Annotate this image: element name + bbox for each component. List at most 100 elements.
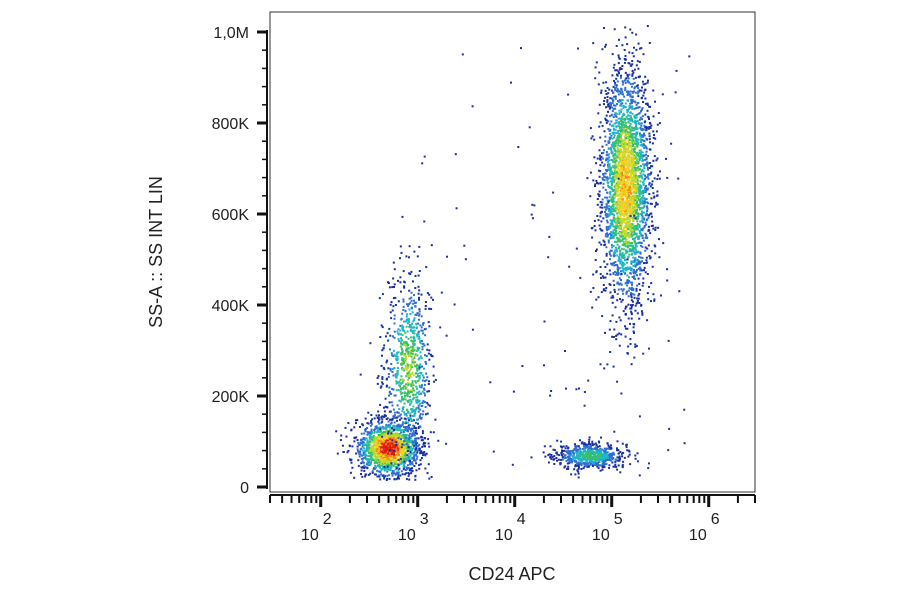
data-point <box>577 47 579 50</box>
data-point <box>422 443 425 446</box>
data-point <box>432 374 435 377</box>
data-point <box>418 414 421 417</box>
data-point <box>632 185 635 188</box>
data-point <box>414 301 416 304</box>
data-point <box>423 388 426 391</box>
data-point <box>366 462 369 465</box>
data-point <box>383 434 386 437</box>
data-point <box>623 203 626 206</box>
data-point <box>397 452 400 455</box>
data-point <box>621 91 624 93</box>
data-point <box>388 455 391 458</box>
data-point <box>626 242 629 245</box>
data-point <box>408 423 411 426</box>
data-point <box>634 272 637 275</box>
data-point <box>608 147 611 150</box>
data-point <box>613 288 616 291</box>
data-point <box>419 355 422 358</box>
data-point <box>417 375 419 377</box>
data-point <box>415 376 418 378</box>
data-point <box>428 445 431 448</box>
data-point <box>589 290 592 293</box>
data-point <box>392 471 395 474</box>
data-point <box>595 298 598 301</box>
data-point <box>646 173 649 176</box>
data-point <box>377 426 380 429</box>
data-point <box>398 418 401 421</box>
data-point <box>389 459 392 462</box>
data-point <box>619 145 622 147</box>
data-point <box>412 389 415 392</box>
data-point <box>632 330 635 333</box>
data-point <box>425 362 428 365</box>
data-point <box>414 380 417 383</box>
data-point <box>608 107 611 110</box>
data-point <box>615 121 618 124</box>
data-point <box>598 190 601 193</box>
data-point <box>607 186 610 188</box>
data-point <box>396 355 399 358</box>
data-point <box>636 106 639 109</box>
data-point <box>630 203 633 206</box>
data-point <box>637 169 640 172</box>
data-point <box>403 361 405 364</box>
data-point <box>609 136 612 139</box>
data-point <box>413 434 416 437</box>
data-point <box>621 157 624 159</box>
data-point <box>376 377 379 379</box>
data-point <box>614 178 617 181</box>
data-point <box>635 211 638 213</box>
data-point <box>617 226 620 229</box>
data-point <box>616 281 619 284</box>
data-point <box>618 139 621 142</box>
data-point <box>645 236 648 239</box>
data-point <box>630 296 633 299</box>
data-point <box>625 233 628 236</box>
data-point <box>618 193 621 196</box>
data-point <box>620 239 623 242</box>
data-point <box>386 406 389 409</box>
data-point <box>642 173 645 176</box>
data-point <box>390 401 393 404</box>
data-point <box>409 412 412 415</box>
data-point <box>635 187 638 190</box>
data-point <box>647 168 650 171</box>
data-point <box>623 155 626 158</box>
data-point <box>399 434 402 437</box>
data-point <box>610 186 613 189</box>
data-point <box>385 425 388 428</box>
data-point <box>387 450 390 453</box>
data-point <box>642 182 645 185</box>
data-point <box>619 250 621 253</box>
data-point <box>620 288 623 291</box>
data-point <box>619 155 622 158</box>
data-point <box>638 155 641 158</box>
data-point <box>393 426 396 429</box>
data-point <box>627 108 630 111</box>
data-point <box>631 234 634 237</box>
data-point <box>606 96 609 99</box>
data-point <box>619 282 622 285</box>
data-point <box>412 358 415 361</box>
data-point <box>401 473 404 476</box>
data-point <box>409 451 412 453</box>
data-point <box>623 161 626 164</box>
data-point <box>366 439 369 442</box>
data-point <box>650 282 653 285</box>
data-point <box>410 385 413 388</box>
data-point <box>641 177 644 180</box>
data-point <box>641 210 643 213</box>
data-point <box>404 436 407 439</box>
data-point <box>394 446 397 449</box>
data-point <box>606 219 609 222</box>
data-point <box>619 227 622 230</box>
data-point <box>417 333 420 336</box>
data-point <box>382 447 385 450</box>
data-point <box>639 165 642 167</box>
data-point <box>628 186 631 189</box>
data-point <box>389 348 391 351</box>
data-point <box>387 420 390 423</box>
data-point <box>408 374 411 377</box>
data-point <box>401 450 404 453</box>
data-point <box>641 115 644 118</box>
